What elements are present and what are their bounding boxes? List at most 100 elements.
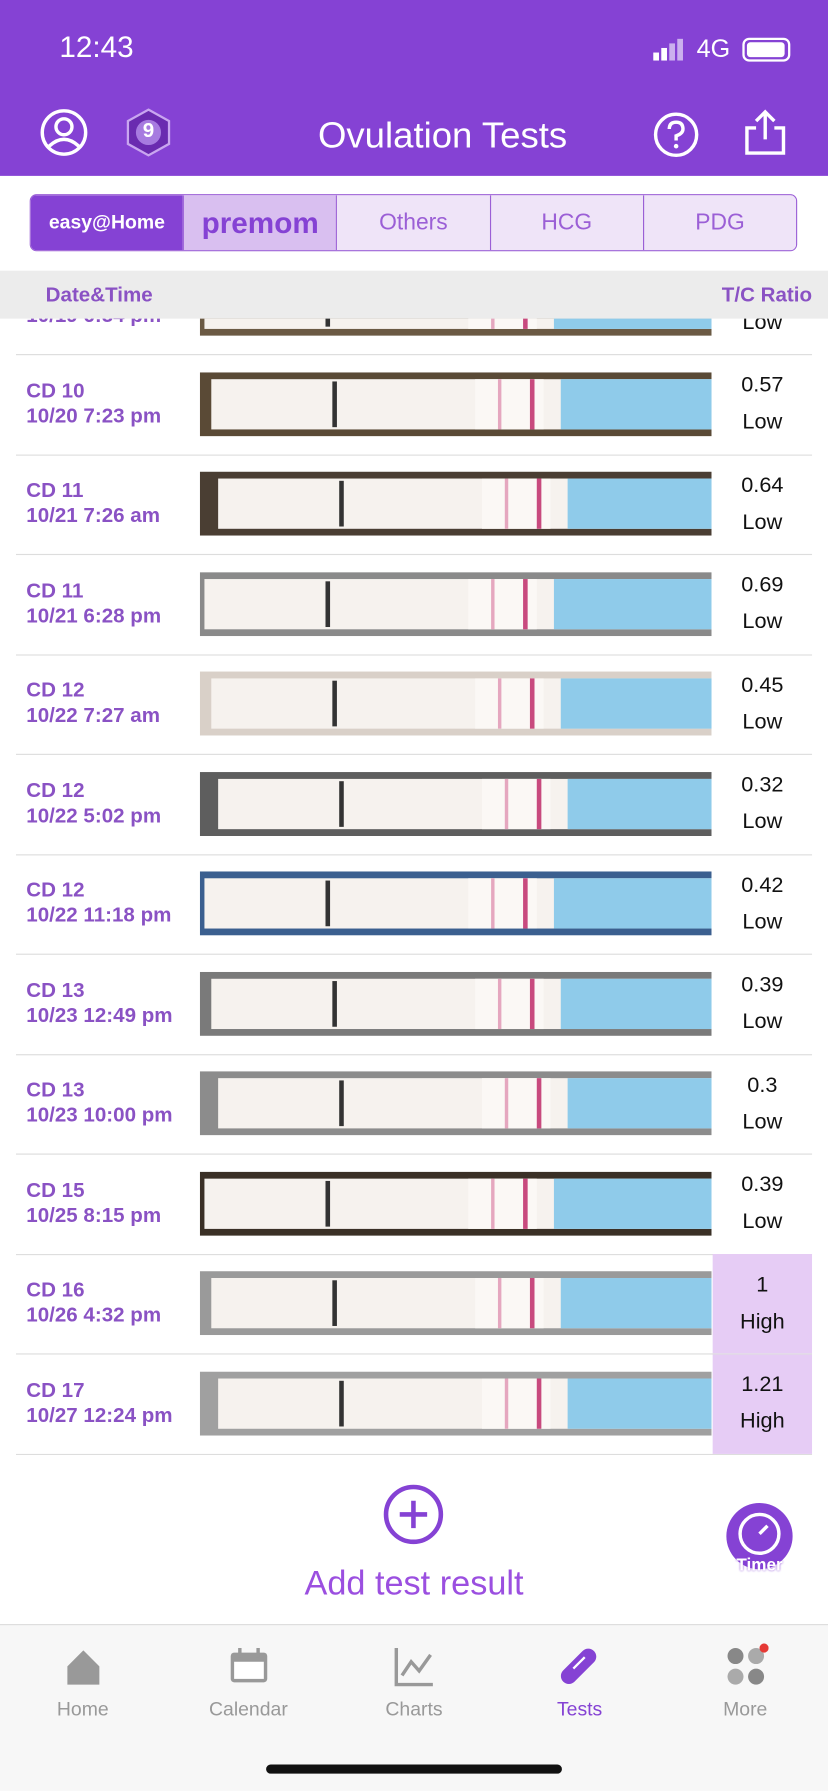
- test-strip-image[interactable]: [199, 471, 712, 536]
- nav-icon: [230, 1648, 267, 1683]
- badge-count: 9: [142, 118, 155, 142]
- tc-ratio: 0.39: [741, 1172, 784, 1197]
- ratio-cell: 0.42 Low: [713, 854, 812, 953]
- result-level: Low: [742, 609, 783, 634]
- test-row: CD 12 10/22 5:02 pm 0.32 Low: [15, 754, 813, 855]
- row-date: CD 11 10/21 7:26 am: [26, 477, 160, 527]
- nav-item[interactable]: Tests: [497, 1625, 663, 1721]
- nav-label: Home: [56, 1698, 109, 1721]
- row-date: CD 16 10/26 4:32 pm: [26, 1277, 161, 1327]
- nav-item[interactable]: Home: [0, 1625, 166, 1721]
- time: 12:43: [59, 29, 134, 64]
- date-time: 10/23 12:49 pm: [26, 1003, 173, 1027]
- test-strip-image[interactable]: [199, 571, 712, 636]
- result-level: Low: [742, 1009, 783, 1034]
- row-date: CD 12 10/22 5:02 pm: [26, 777, 161, 827]
- cycle-day: CD 11: [26, 578, 84, 602]
- cycle-day: CD 10: [26, 378, 85, 402]
- date-time: 10/22 5:02 pm: [26, 803, 162, 827]
- test-strip-image[interactable]: [199, 871, 712, 936]
- timer-button[interactable]: [724, 1501, 795, 1572]
- test-strip-image[interactable]: [199, 771, 712, 836]
- test-strip-image[interactable]: [199, 971, 712, 1036]
- test-strip-image[interactable]: [199, 318, 712, 336]
- network: 4G: [696, 34, 731, 63]
- column-label: Date&Time: [45, 283, 153, 307]
- test-strip-image[interactable]: [199, 1271, 712, 1336]
- ratio-cell: 0.32 Low: [713, 754, 812, 853]
- date-time: 10/25 8:15 pm: [26, 1203, 162, 1227]
- tc-ratio: 0.64: [741, 473, 784, 498]
- profile-button[interactable]: [39, 107, 89, 157]
- tc-ratio: 0.69: [741, 573, 784, 598]
- ratio-cell: 0.64 Low: [713, 455, 812, 554]
- tab[interactable]: PDG: [642, 195, 797, 251]
- tc-ratio: 1: [756, 1272, 769, 1297]
- cycle-day: CD 13: [26, 1078, 85, 1101]
- tc-ratio: 1.21: [741, 1372, 784, 1397]
- test-strip-image[interactable]: [199, 671, 712, 736]
- row-date: CD 12 10/22 11:18 pm: [26, 877, 171, 927]
- test-strip-image[interactable]: [199, 1171, 712, 1236]
- test-strip-image[interactable]: [199, 371, 712, 436]
- ratio-cell: 0.69 Low: [713, 554, 812, 653]
- tab[interactable]: HCG: [489, 195, 643, 251]
- ratio-cell: 0.3 Low: [713, 1054, 812, 1153]
- test-strip-image[interactable]: [199, 1371, 712, 1436]
- ratio-cell: 0.39 Low: [713, 954, 812, 1053]
- date-time: 10/23 10:00 pm: [26, 1103, 173, 1127]
- ratio-cell: 0.39 Low: [713, 1154, 812, 1253]
- test-row: CD 13 10/23 10:00 pm 0.3 Low: [15, 1054, 813, 1155]
- tab[interactable]: Others: [336, 195, 490, 251]
- ratio-cell: 0.45 Low: [713, 654, 812, 753]
- test-row: CD 16 10/26 4:32 pm 1 High: [15, 1254, 813, 1355]
- nav-item[interactable]: More: [662, 1625, 828, 1721]
- date-time: 10/20 7:23 pm: [26, 403, 162, 427]
- bottom-nav: Home Calendar Charts Tests More: [0, 1624, 828, 1791]
- nav-label: More: [723, 1698, 768, 1721]
- nav-icon: [560, 1648, 596, 1685]
- cycle-day: CD 12: [26, 878, 85, 902]
- date-time: 10/26 4:32 pm: [26, 1303, 162, 1326]
- test-strip-image[interactable]: [199, 1071, 712, 1136]
- row-date: CD 13 10/23 10:00 pm: [26, 1077, 172, 1127]
- cycle-day: CD 13: [26, 978, 85, 1002]
- cycle-day: CD 12: [26, 778, 85, 802]
- badge-icon[interactable]: [123, 107, 173, 157]
- ratio-cell: 1.21 High: [712, 1353, 813, 1454]
- tc-ratio: 0.3: [747, 1073, 778, 1097]
- test-row: CD 10 10/20 7:23 pm 0.57 Low: [15, 355, 813, 456]
- row-date: CD 17 10/27 12:24 pm: [26, 1377, 172, 1427]
- nav-item[interactable]: Charts: [331, 1625, 497, 1721]
- result-level: Low: [742, 1109, 783, 1134]
- ratio-cell: 0.57 Low: [713, 355, 812, 454]
- tc-ratio: 0.45: [741, 673, 784, 698]
- result-level: Low: [742, 909, 783, 934]
- nav-item[interactable]: Calendar: [166, 1625, 332, 1721]
- test-row: CD 13 10/23 12:49 pm 0.39 Low: [15, 954, 813, 1055]
- row-date: CD 15 10/25 8:15 pm: [26, 1177, 161, 1227]
- help-button[interactable]: [651, 110, 701, 160]
- share-button[interactable]: [740, 107, 790, 157]
- date-time: 10/19 6:34 pm: [26, 319, 161, 328]
- nav-icon: [726, 1643, 769, 1685]
- test-row: CD 17 10/27 12:24 pm 1.21 High: [15, 1353, 813, 1455]
- tab-premom[interactable]: premom: [182, 195, 337, 251]
- test-row: CD 11 10/21 7:26 am 0.64 Low: [15, 455, 813, 556]
- row-date: CD 11 10/21 6:28 pm: [26, 577, 161, 627]
- cycle-day: CD 15: [26, 1178, 85, 1201]
- tab-easyhome[interactable]: easy@Home: [30, 195, 183, 251]
- cycle-day: CD 12: [26, 678, 85, 702]
- test-row: CD 12 10/22 7:27 am 0.45 Low: [15, 654, 813, 755]
- timer-label: Timer: [736, 1555, 783, 1575]
- add-label[interactable]: Add test result: [304, 1564, 524, 1603]
- tc-ratio: 0.39: [741, 973, 784, 998]
- result-level: Low: [742, 709, 783, 734]
- add-button[interactable]: [381, 1482, 445, 1546]
- result-level: Low: [742, 410, 783, 434]
- nav-icon: [394, 1648, 433, 1687]
- nav-icon: [66, 1650, 99, 1685]
- column-label: T/C Ratio: [721, 283, 813, 307]
